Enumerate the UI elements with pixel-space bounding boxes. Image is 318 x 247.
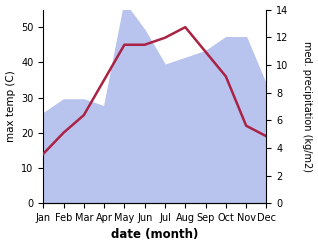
X-axis label: date (month): date (month)	[111, 228, 198, 242]
Y-axis label: max temp (C): max temp (C)	[5, 70, 16, 142]
Y-axis label: med. precipitation (kg/m2): med. precipitation (kg/m2)	[302, 41, 313, 172]
